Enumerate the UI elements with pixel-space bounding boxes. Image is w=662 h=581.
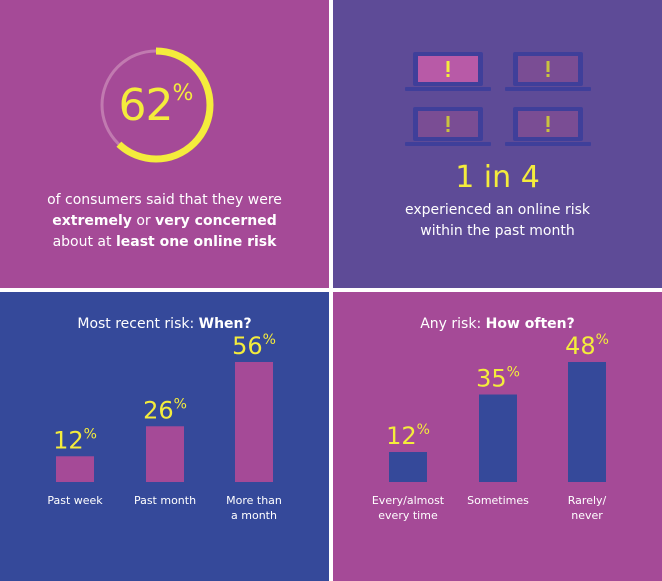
- concern-panel: 62% of consumers said that they were ext…: [0, 0, 329, 288]
- ring-arc: [98, 47, 214, 163]
- experience-caption-line-2: within the past month: [420, 223, 575, 239]
- ring-stat: 62%: [96, 45, 216, 165]
- bar-value-unit-0: %: [417, 422, 430, 438]
- when-title-start: Most recent risk:: [77, 316, 199, 332]
- caption-bold-extremely: extremely: [52, 213, 132, 229]
- alert-icon: [446, 61, 450, 77]
- caption-line-1: of consumers said that they were: [47, 192, 282, 208]
- laptop-icon-highlighted: [405, 52, 491, 91]
- experience-caption: experienced an online risk within the pa…: [333, 200, 662, 242]
- experience-panel: 1 in 4 experienced an online risk within…: [333, 0, 662, 288]
- bar-value-unit-2: %: [596, 332, 609, 348]
- alert-icon: [446, 116, 450, 132]
- ring-stat-unit: %: [172, 81, 194, 106]
- when-title-bold: When?: [198, 316, 252, 332]
- caption-bold-very-concerned: very concerned: [155, 213, 277, 229]
- laptop-icon: [505, 52, 591, 91]
- how-often-bar-chart: 12% Every/almost every time 35% Sometimes 48%…: [372, 332, 609, 522]
- caption-line-3: about at least one online risk: [0, 232, 329, 253]
- bar-value-label-1: 35%: [476, 365, 520, 393]
- category-label-0-1: every time: [378, 509, 438, 522]
- caption-bold-least-one: least one online risk: [115, 234, 277, 250]
- one-in-four-stat: 1 in 4: [455, 160, 540, 195]
- how-often-chart-panel: Any risk: How often? 12% Every/almost ever…: [333, 292, 662, 581]
- how-often-title-bold: How often?: [485, 316, 575, 332]
- ring-stat-number: 62: [118, 79, 174, 131]
- bar-value-unit-1: %: [174, 396, 187, 412]
- laptop-grid: [405, 52, 591, 146]
- bar-2: [235, 362, 273, 482]
- bar-value-label-2: 48%: [565, 332, 609, 360]
- bar-0: [389, 452, 427, 482]
- when-chart-panel: Most recent risk: When? 12% Past week 26% P…: [0, 292, 329, 581]
- progress-ring: [98, 47, 214, 163]
- bar-1: [146, 426, 184, 482]
- how-often-chart-title: Any risk: How often?: [333, 316, 662, 332]
- bar-value-unit-1: %: [507, 365, 520, 381]
- caption-line-2: extremely or very concerned: [0, 211, 329, 232]
- category-label-1-0: Past month: [134, 494, 196, 507]
- when-bar-chart: 12% Past week 26% Past month 56% More than a m…: [47, 332, 282, 522]
- bar-value-unit-0: %: [84, 426, 97, 442]
- bar-2: [568, 362, 606, 482]
- concern-caption: of consumers said that they were extreme…: [0, 190, 329, 253]
- category-label-0-0: Every/almost: [372, 494, 445, 507]
- laptop-icon: [505, 107, 591, 146]
- experience-caption-line-1: experienced an online risk: [404, 202, 591, 218]
- category-label-2-0: Rarely/: [568, 494, 607, 507]
- category-label-0-0: Past week: [47, 494, 103, 507]
- caption-about: about at: [52, 234, 116, 250]
- category-label-2-0: More than: [226, 494, 282, 507]
- alert-icon: [546, 61, 550, 77]
- bar-1: [479, 394, 517, 482]
- when-chart-title: Most recent risk: When?: [0, 316, 329, 332]
- category-label-2-1: a month: [231, 509, 277, 522]
- bar-value-label-0: 12%: [53, 426, 97, 454]
- bar-value-unit-2: %: [263, 332, 276, 348]
- bar-value-label-2: 56%: [232, 332, 276, 360]
- how-often-title-start: Any risk:: [420, 316, 486, 332]
- bar-0: [56, 456, 94, 482]
- bar-value-label-0: 12%: [386, 422, 430, 450]
- category-label-1-0: Sometimes: [467, 494, 529, 507]
- caption-or: or: [131, 213, 156, 229]
- laptop-icon: [405, 107, 491, 146]
- category-label-2-1: never: [571, 509, 603, 522]
- alert-icon: [546, 116, 550, 132]
- bar-value-label-1: 26%: [143, 396, 187, 424]
